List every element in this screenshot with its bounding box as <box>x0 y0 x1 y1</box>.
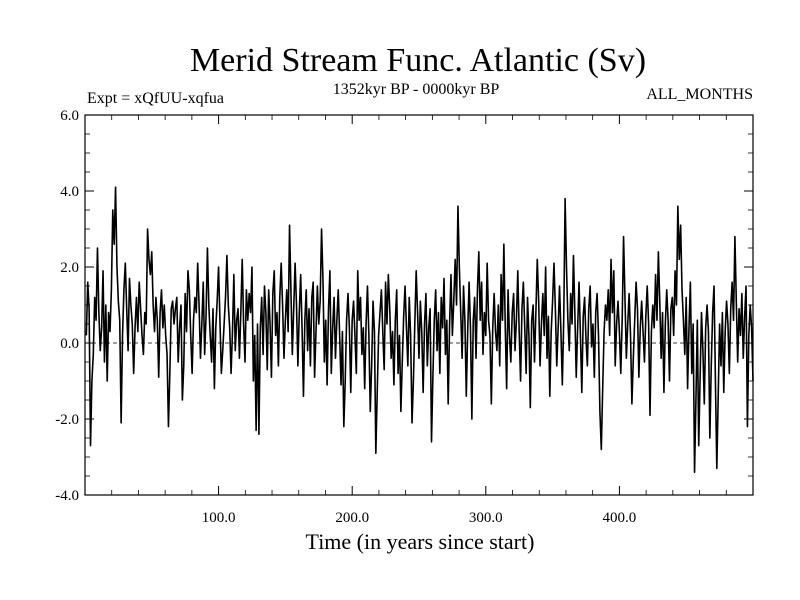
y-tick-label: -2.0 <box>55 412 79 428</box>
chart-title: Merid Stream Func. Atlantic (Sv) <box>190 42 646 79</box>
period-label: 1352kyr BP - 0000kyr BP <box>333 81 500 98</box>
y-tick-label: 0.0 <box>60 336 79 352</box>
x-tick-label: 100.0 <box>202 510 236 526</box>
x-tick-label: 400.0 <box>603 510 637 526</box>
y-tick-label: 4.0 <box>60 184 79 200</box>
x-tick-label: 200.0 <box>335 510 369 526</box>
months-label: ALL_MONTHS <box>646 86 753 103</box>
plot-area-frame <box>84 114 754 496</box>
x-tick-label: 300.0 <box>469 510 503 526</box>
y-tick-label: 2.0 <box>60 260 79 276</box>
y-axis-ticks: -4.0 -2.0 0.0 2.0 4.0 6.0 <box>55 108 753 504</box>
y-tick-label: 6.0 <box>60 108 79 124</box>
experiment-label: Expt = xQfUU-xqfua <box>87 90 224 107</box>
x-axis-label: Time (in years since start) <box>306 529 535 554</box>
y-tick-label: -4.0 <box>55 488 79 504</box>
series-line <box>85 186 754 473</box>
x-axis-ticks: 100.0 200.0 300.0 400.0 <box>111 115 727 526</box>
